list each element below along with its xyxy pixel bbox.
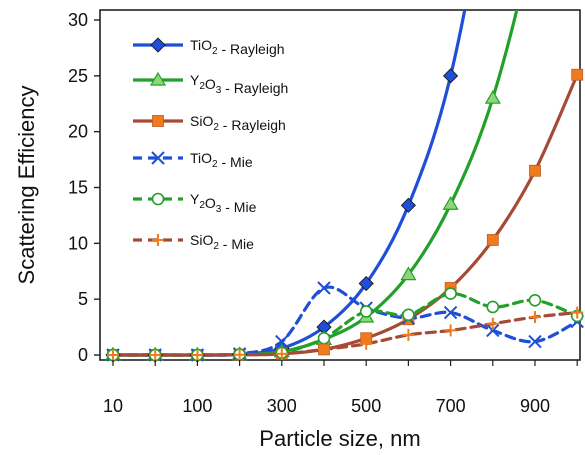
data-point xyxy=(361,306,372,317)
y-tick-label: 30 xyxy=(68,10,88,30)
legend-marker xyxy=(153,194,164,205)
data-point xyxy=(530,295,541,306)
data-point xyxy=(487,234,498,245)
x-tick-label: 100 xyxy=(182,396,212,416)
data-point xyxy=(445,288,456,299)
legend-marker xyxy=(153,116,164,127)
x-tick-label: 700 xyxy=(436,396,466,416)
data-point xyxy=(487,301,498,312)
y-tick-label: 10 xyxy=(68,233,88,253)
x-axis: 10 100 300 500 700 900 xyxy=(103,360,577,416)
y-axis-title: Scattering Efficiency xyxy=(14,86,39,285)
x-tick-label: 900 xyxy=(520,396,550,416)
data-point xyxy=(403,309,414,320)
y-tick-label: 0 xyxy=(78,345,88,365)
x-tick-label: 500 xyxy=(351,396,381,416)
y-axis: 0 5 10 15 20 25 30 xyxy=(68,10,100,365)
y-tick-label: 20 xyxy=(68,122,88,142)
data-point xyxy=(530,165,541,176)
data-point xyxy=(572,69,583,80)
x-tick-label: 300 xyxy=(267,396,297,416)
y-tick-label: 25 xyxy=(68,66,88,86)
plot-frame xyxy=(100,10,580,360)
x-tick-label: 10 xyxy=(103,396,123,416)
data-point xyxy=(319,333,330,344)
y-tick-label: 15 xyxy=(68,178,88,198)
y-tick-label: 5 xyxy=(78,289,88,309)
x-axis-title: Particle size, nm xyxy=(259,426,420,451)
